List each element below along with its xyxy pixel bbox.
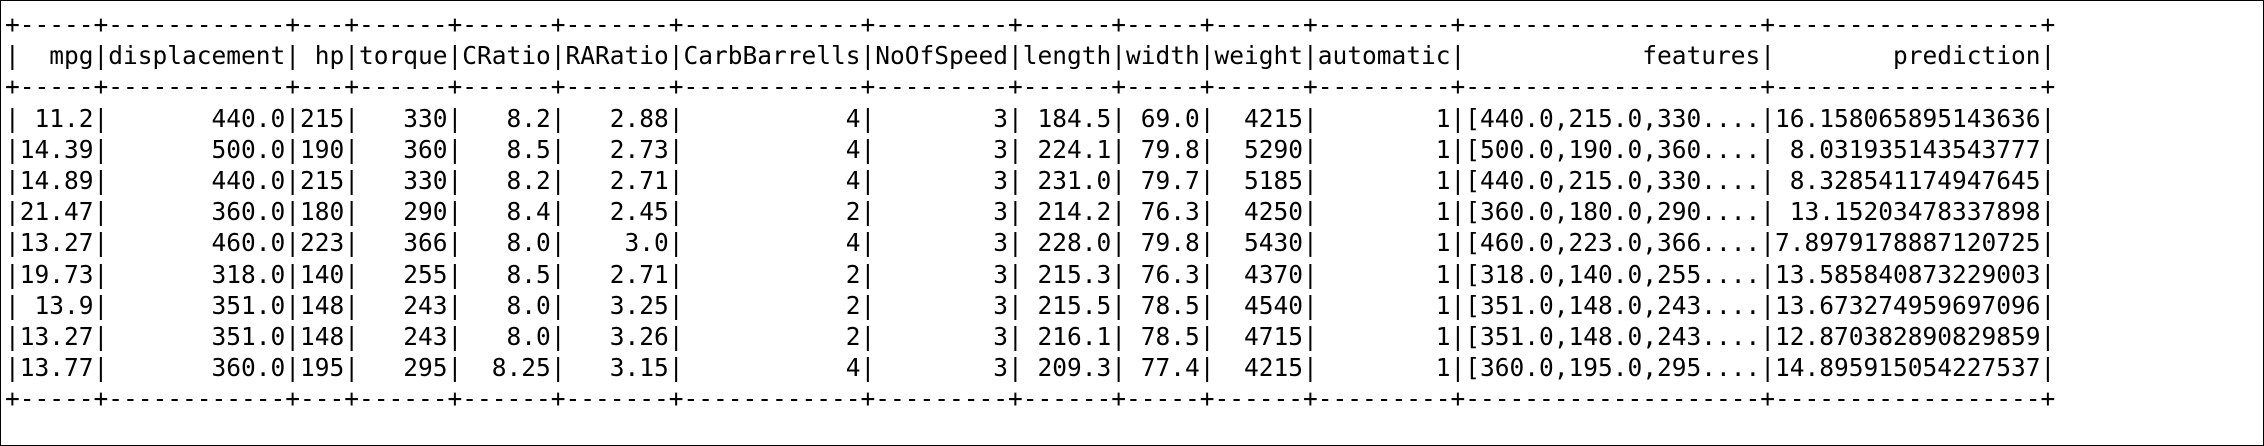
- table-row: |14.39| 500.0|190| 360| 8.5| 2.73| 4| 3|…: [5, 134, 2056, 164]
- table-row: |13.77| 360.0|195| 295| 8.25| 3.15| 4| 3…: [5, 353, 2056, 383]
- table-row: |14.89| 440.0|215| 330| 8.2| 2.71| 4| 3|…: [5, 166, 2056, 196]
- table-row: |13.27| 351.0|148| 243| 8.0| 3.26| 2| 3|…: [5, 322, 2056, 352]
- table-border-header: +-----+------------+---+------+------+--…: [5, 72, 2056, 102]
- table-row: |13.27| 460.0|223| 366| 8.0| 3.0| 4| 3| …: [5, 228, 2056, 258]
- table-row: |21.47| 360.0|180| 290| 8.4| 2.45| 2| 3|…: [5, 197, 2056, 227]
- table-row: | 11.2| 440.0|215| 330| 8.2| 2.88| 4| 3|…: [5, 103, 2056, 133]
- table-header: | mpg|displacement| hp|torque|CRatio|RAR…: [5, 41, 2056, 71]
- console-output: +-----+------------+---+------+------+--…: [5, 9, 2261, 439]
- table-border-top: +-----+------------+---+------+------+--…: [5, 10, 2056, 39]
- table-row: | 13.9| 351.0|148| 243| 8.0| 3.25| 2| 3|…: [5, 290, 2056, 320]
- table-row: |19.73| 318.0|140| 255| 8.5| 2.71| 2| 3|…: [5, 259, 2056, 289]
- table-border-bottom: +-----+------------+---+------+------+--…: [5, 384, 2056, 414]
